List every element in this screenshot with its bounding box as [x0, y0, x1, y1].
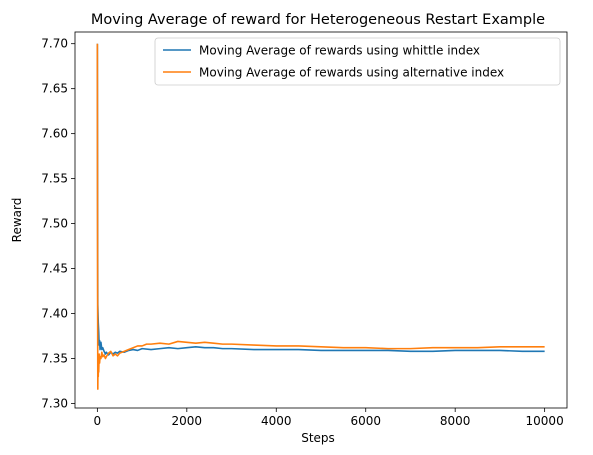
plot-frame [74, 31, 568, 409]
y-tick-label: 7.35 [41, 352, 68, 366]
y-tick-label: 7.55 [41, 172, 68, 186]
x-tick-label: 8000 [440, 414, 471, 428]
y-tick-label: 7.40 [41, 307, 68, 321]
legend-label-whittle: Moving Average of rewards using whittle … [199, 44, 480, 58]
legend-label-alternative: Moving Average of rewards using alternat… [199, 66, 504, 80]
x-axis: 0 2000 4000 6000 8000 10000 [94, 408, 564, 428]
y-tick-label: 7.45 [41, 262, 68, 276]
x-tick-label: 10000 [526, 414, 564, 428]
legend-box [154, 37, 561, 86]
x-tick-label: 0 [94, 414, 102, 428]
y-tick-label: 7.70 [41, 37, 68, 51]
plot-lines [96, 43, 545, 390]
y-tick-label: 7.65 [41, 82, 68, 96]
series-line-alternative [96, 43, 545, 390]
x-tick-label: 4000 [261, 414, 292, 428]
x-axis-title: Steps [301, 431, 335, 445]
chart-title: Moving Average of reward for Heterogeneo… [91, 12, 545, 28]
x-tick-label: 2000 [172, 414, 203, 428]
series-line-whittle [96, 43, 545, 356]
x-tick-label: 6000 [350, 414, 381, 428]
y-tick-label: 7.30 [41, 397, 68, 411]
legend: Moving Average of rewards using whittle … [154, 37, 561, 86]
y-axis: 7.30 7.35 7.40 7.45 7.50 7.55 7.60 7.65 7.70 [41, 37, 75, 411]
y-tick-label: 7.50 [41, 217, 68, 231]
y-tick-label: 7.60 [41, 127, 68, 141]
y-axis-title: Reward [10, 198, 24, 243]
